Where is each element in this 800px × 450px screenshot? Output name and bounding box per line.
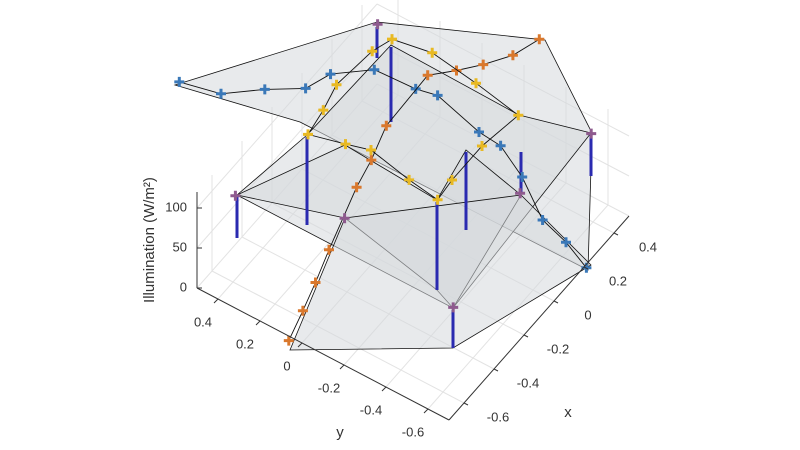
x-tick-label: 0	[584, 307, 591, 322]
x-axis	[448, 215, 630, 421]
marker	[537, 215, 548, 225]
marker	[432, 90, 443, 101]
marker	[447, 175, 457, 185]
y-tick-label: -0.6	[402, 424, 424, 439]
marker	[366, 155, 377, 166]
marker	[474, 127, 484, 137]
posts	[235, 27, 593, 348]
marks	[174, 19, 597, 346]
marker	[324, 244, 334, 255]
z-tick-label: 0	[180, 279, 187, 294]
marker	[367, 46, 378, 57]
marker	[369, 64, 380, 75]
y-tick	[381, 386, 387, 392]
x-tick	[493, 368, 499, 372]
marker	[507, 50, 518, 61]
y-tick	[255, 320, 261, 326]
marker	[561, 237, 571, 248]
marker	[331, 79, 342, 90]
marker	[351, 182, 362, 193]
marker	[517, 172, 528, 182]
y-tick-label: -0.4	[360, 402, 382, 417]
marker	[300, 83, 311, 94]
z-axis-label: Illumination (W/m²)	[141, 177, 158, 303]
marker	[366, 145, 376, 155]
marker	[477, 141, 487, 151]
z-tick-label: 50	[173, 239, 187, 254]
marker	[216, 88, 226, 99]
x-axis-label: x	[564, 404, 572, 421]
marker	[387, 34, 397, 45]
y-tick-label: 0.4	[194, 314, 212, 329]
x-tick	[463, 402, 469, 406]
z-tick-label: 100	[165, 199, 187, 214]
marker	[478, 59, 489, 70]
series-line	[288, 38, 540, 341]
marker	[339, 213, 350, 224]
marker	[230, 190, 241, 201]
y-tick	[423, 408, 429, 414]
marker	[495, 140, 506, 151]
y-tick-label: 0	[283, 358, 290, 373]
x-tick-label: -0.2	[547, 341, 569, 356]
marker	[303, 129, 313, 140]
marker	[451, 65, 462, 76]
y-axis	[196, 287, 450, 421]
marker	[318, 105, 329, 116]
marker	[513, 110, 524, 121]
marker	[586, 128, 597, 139]
x-tick	[613, 232, 619, 236]
y-tick	[297, 342, 303, 348]
planes	[173, 21, 593, 351]
x-tick-label: 0.2	[609, 273, 627, 288]
x-tick	[553, 300, 559, 304]
marker	[325, 69, 336, 80]
marker	[372, 19, 383, 30]
y-tick	[339, 364, 345, 370]
marker	[297, 305, 308, 316]
marker	[534, 34, 545, 45]
x-tick-label: -0.4	[517, 375, 539, 390]
y-tick	[213, 298, 219, 304]
marker	[283, 335, 294, 346]
plane	[289, 194, 592, 351]
marker	[515, 188, 526, 199]
marker	[422, 70, 433, 81]
marker	[310, 277, 321, 288]
x-tick	[523, 334, 529, 338]
marker	[259, 84, 270, 95]
marker	[381, 120, 392, 131]
x-tick	[583, 266, 589, 270]
marker	[432, 194, 443, 205]
y-tick-label: -0.2	[318, 380, 340, 395]
marker	[471, 78, 481, 89]
marker	[174, 76, 185, 87]
marker	[410, 83, 421, 94]
x-tick-label: -0.6	[487, 409, 509, 424]
y-tick-label: 0.2	[236, 336, 254, 351]
marker	[427, 47, 438, 58]
x-tick-label: 0.4	[639, 239, 657, 254]
series-line	[179, 69, 587, 269]
marker	[404, 174, 415, 185]
y-axis-label: y	[336, 424, 344, 441]
marker	[340, 139, 351, 150]
marker	[448, 302, 459, 313]
